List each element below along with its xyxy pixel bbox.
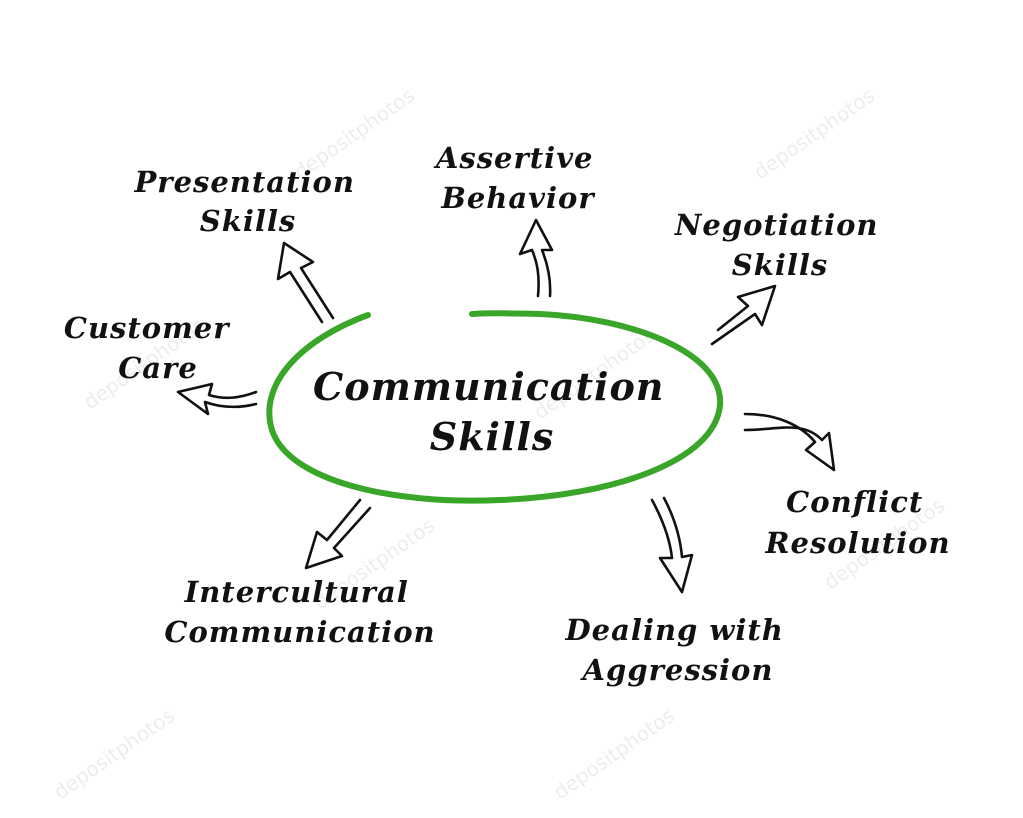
arrow-to-intercultural-communication — [304, 498, 372, 570]
node-label-line: Presentation — [133, 165, 354, 199]
node-conflict-resolution: Conflict Resolution — [764, 485, 950, 560]
center-label-line-2: Skills — [430, 414, 554, 459]
arrow-to-presentation-skills — [276, 241, 335, 324]
node-label-line: Communication — [164, 615, 435, 649]
node-label-line: Conflict — [786, 485, 923, 519]
watermark-text: depositphotos — [49, 703, 179, 804]
node-label-line: Aggression — [580, 653, 774, 687]
node-label-line: Behavior — [440, 181, 596, 215]
node-label-line: Care — [118, 351, 198, 385]
node-label-line: Resolution — [764, 526, 950, 560]
node-label-line: Negotiation — [674, 208, 879, 242]
node-label-line: Customer — [64, 311, 231, 345]
node-label-line: Skills — [200, 204, 296, 238]
arrow-to-dealing-with-aggression — [650, 496, 694, 594]
center-label: Communication Skills — [313, 364, 671, 459]
arrow-to-customer-care — [176, 382, 258, 416]
node-dealing-with-aggression: Dealing with Aggression — [565, 613, 791, 687]
arrow-to-negotiation-skills — [710, 284, 777, 346]
watermark-text: depositphotos — [549, 703, 679, 804]
node-label-line: Skills — [732, 248, 828, 282]
node-presentation-skills: Presentation Skills — [133, 165, 361, 238]
node-assertive-behavior: Assertive Behavior — [433, 141, 600, 215]
node-label-line: Assertive — [433, 141, 594, 175]
arrow-to-assertive-behavior — [518, 218, 554, 298]
watermark-text: depositphotos — [749, 83, 879, 184]
node-negotiation-skills: Negotiation Skills — [674, 208, 885, 282]
center-oval — [266, 310, 724, 504]
node-label-line: Dealing with — [565, 613, 784, 647]
center-label-line-1: Communication — [313, 364, 664, 409]
node-customer-care: Customer Care — [64, 311, 236, 385]
arrow-to-conflict-resolution — [743, 412, 836, 472]
node-intercultural-communication: Intercultural Communication — [164, 575, 435, 649]
node-label-line: Intercultural — [184, 575, 409, 609]
